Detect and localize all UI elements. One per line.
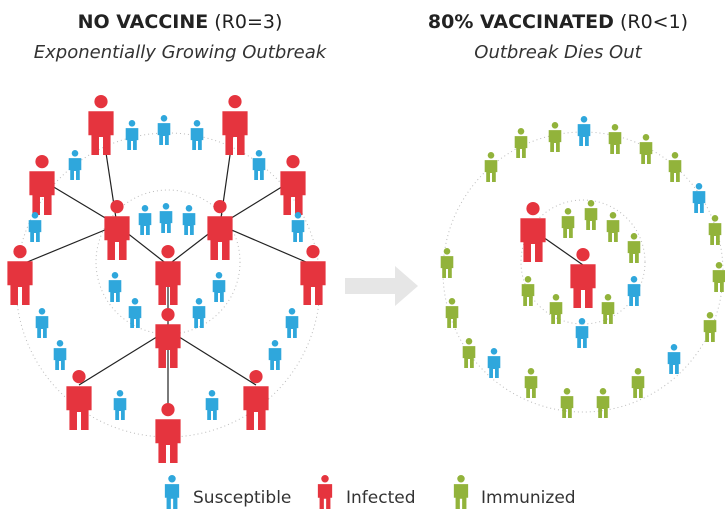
person-icon [576,318,589,348]
person-icon [165,475,179,509]
link [168,330,256,385]
person-icon [104,200,129,260]
person-icon [109,272,122,302]
person-icon [69,150,82,180]
person-icon [640,134,653,164]
person-icon [114,390,127,420]
person-icon [213,272,226,302]
person-icon [7,245,32,305]
person-icon [520,202,545,262]
person-icon [129,298,142,328]
person-icon [602,294,615,324]
left-title: NO VACCINE [78,11,209,33]
person-icon [207,200,232,260]
person-icon [570,248,595,308]
person-icon [709,215,722,245]
person-icon [29,212,42,242]
person-icon [206,390,219,420]
person-icon [597,388,610,418]
person-icon [29,155,54,215]
person-icon [160,203,173,233]
person-icon [704,312,717,342]
person-icon [222,95,247,155]
right-subtitle: Outbreak Dies Out [474,42,642,63]
infographic: NO VACCINE (R0=3) Exponentially Growing … [0,0,725,512]
right-title: 80% VACCINATED [428,11,614,33]
person-icon [485,152,498,182]
person-icon [88,95,113,155]
person-icon [286,308,299,338]
person-icon [549,122,562,152]
person-icon [280,155,305,215]
person-icon [561,388,574,418]
link [79,330,168,385]
person-icon [628,233,641,263]
arrow [345,266,418,306]
person-icon [292,212,305,242]
person-icon [609,124,622,154]
left-subtitle: Exponentially Growing Outbreak [34,42,328,63]
person-icon [126,120,139,150]
person-icon [36,308,49,338]
person-icon [515,128,528,158]
person-icon [454,475,468,509]
person-icon [191,120,204,150]
person-icon [318,475,332,509]
right-note: (R0<1) [620,11,688,33]
people [7,95,725,509]
legend-label: Infected [346,488,416,508]
person-icon [488,348,501,378]
legend-label: Immunized [481,488,576,508]
person-icon [607,212,620,242]
person-icon [441,248,454,278]
left-note: (R0=3) [214,11,282,33]
person-icon [193,298,206,328]
person-icon [269,340,282,370]
person-icon [155,403,180,463]
person-icon [183,205,196,235]
person-icon [54,340,67,370]
person-icon [628,276,641,306]
person-icon [525,368,538,398]
person-icon [300,245,325,305]
person-icon [668,344,681,374]
right-heading: 80% VACCINATED (R0<1) [428,11,688,33]
person-icon [578,116,591,146]
left-heading: NO VACCINE (R0=3) [78,11,283,33]
person-icon [463,338,476,368]
person-icon [139,205,152,235]
person-icon [446,298,459,328]
person-icon [253,150,266,180]
person-icon [669,152,682,182]
person-icon [158,115,171,145]
person-icon [550,294,563,324]
person-icon [585,200,598,230]
person-icon [632,368,645,398]
person-icon [522,276,535,306]
legend-label: Susceptible [193,488,291,508]
person-icon [713,262,725,292]
person-icon [562,208,575,238]
